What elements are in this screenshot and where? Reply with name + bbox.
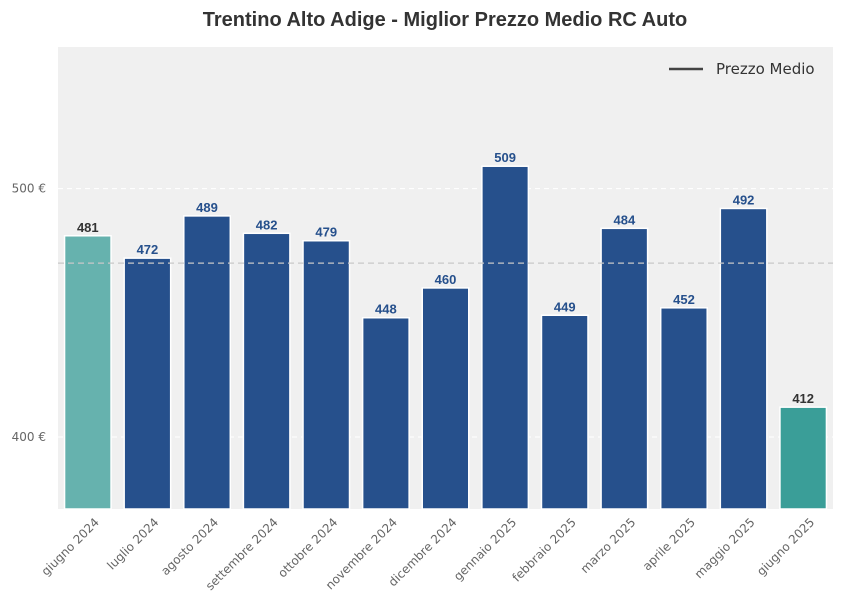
bar xyxy=(63,235,112,510)
bar-value-label: 449 xyxy=(554,299,576,314)
bar xyxy=(361,316,410,510)
bar-value-label: 452 xyxy=(673,292,695,307)
bar-value-label: 481 xyxy=(77,220,99,235)
bar-value-label: 509 xyxy=(494,150,516,165)
bar xyxy=(302,239,351,510)
x-tick-label: ottobre 2024 xyxy=(275,515,340,580)
x-tick-label: aprile 2025 xyxy=(640,515,698,573)
legend-label: Prezzo Medio xyxy=(716,60,815,78)
x-tick-label: gennaio 2025 xyxy=(451,515,519,583)
x-tick-label: agosto 2024 xyxy=(158,515,221,578)
bars-group xyxy=(63,165,828,510)
x-tick-label: maggio 2025 xyxy=(692,515,758,581)
bar xyxy=(719,207,768,510)
bar xyxy=(242,232,291,510)
bar-value-label: 484 xyxy=(613,212,635,227)
bar xyxy=(779,406,828,510)
bar xyxy=(659,307,708,510)
bar-value-label: 412 xyxy=(792,391,814,406)
bar-value-label: 479 xyxy=(315,225,337,240)
y-axis-ticks: 400 € 500 € xyxy=(12,182,46,444)
bar xyxy=(481,165,530,510)
bar-value-label: 448 xyxy=(375,302,397,317)
bar xyxy=(183,215,232,510)
bar xyxy=(540,314,589,510)
bar xyxy=(421,287,470,510)
legend: Prezzo Medio xyxy=(669,60,815,78)
x-tick-label: marzo 2025 xyxy=(578,515,639,576)
bar-value-labels: 481 472 489 482 479 448 460 509 449 484 452 492 412 xyxy=(77,150,814,406)
bar-value-label: 489 xyxy=(196,200,218,215)
bar-value-label: 472 xyxy=(137,242,159,257)
bar-value-label: 482 xyxy=(256,217,278,232)
bar-value-label: 492 xyxy=(733,192,755,207)
x-tick-label: luglio 2024 xyxy=(104,515,161,572)
x-tick-label: giugno 2024 xyxy=(39,515,102,578)
chart-title: Trentino Alto Adige - Miglior Prezzo Med… xyxy=(203,9,687,31)
bar-value-label: 460 xyxy=(435,272,457,287)
y-tick-label: 400 € xyxy=(12,430,46,444)
bar xyxy=(600,227,649,510)
y-tick-label: 500 € xyxy=(12,182,46,196)
bar xyxy=(123,257,172,510)
x-tick-label: febbraio 2025 xyxy=(509,515,578,584)
x-tick-label: giugno 2025 xyxy=(754,515,817,578)
